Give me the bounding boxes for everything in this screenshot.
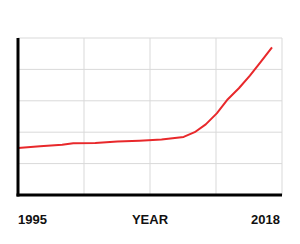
x-axis (17, 194, 283, 197)
grid-division (282, 38, 283, 195)
grid-division (150, 38, 151, 195)
line-group (18, 47, 272, 147)
chart-container: 1995 2018 YEAR (0, 0, 300, 244)
data-line (18, 47, 272, 147)
y-axis (17, 38, 20, 197)
grid-division (216, 38, 217, 195)
x-tick-label: 2018 (251, 212, 280, 227)
chart-svg: 1995 2018 YEAR (0, 0, 300, 244)
grid-division (84, 38, 85, 195)
x-axis-label: YEAR (132, 212, 169, 227)
grid-top (18, 38, 282, 39)
x-tick-label: 1995 (18, 212, 47, 227)
